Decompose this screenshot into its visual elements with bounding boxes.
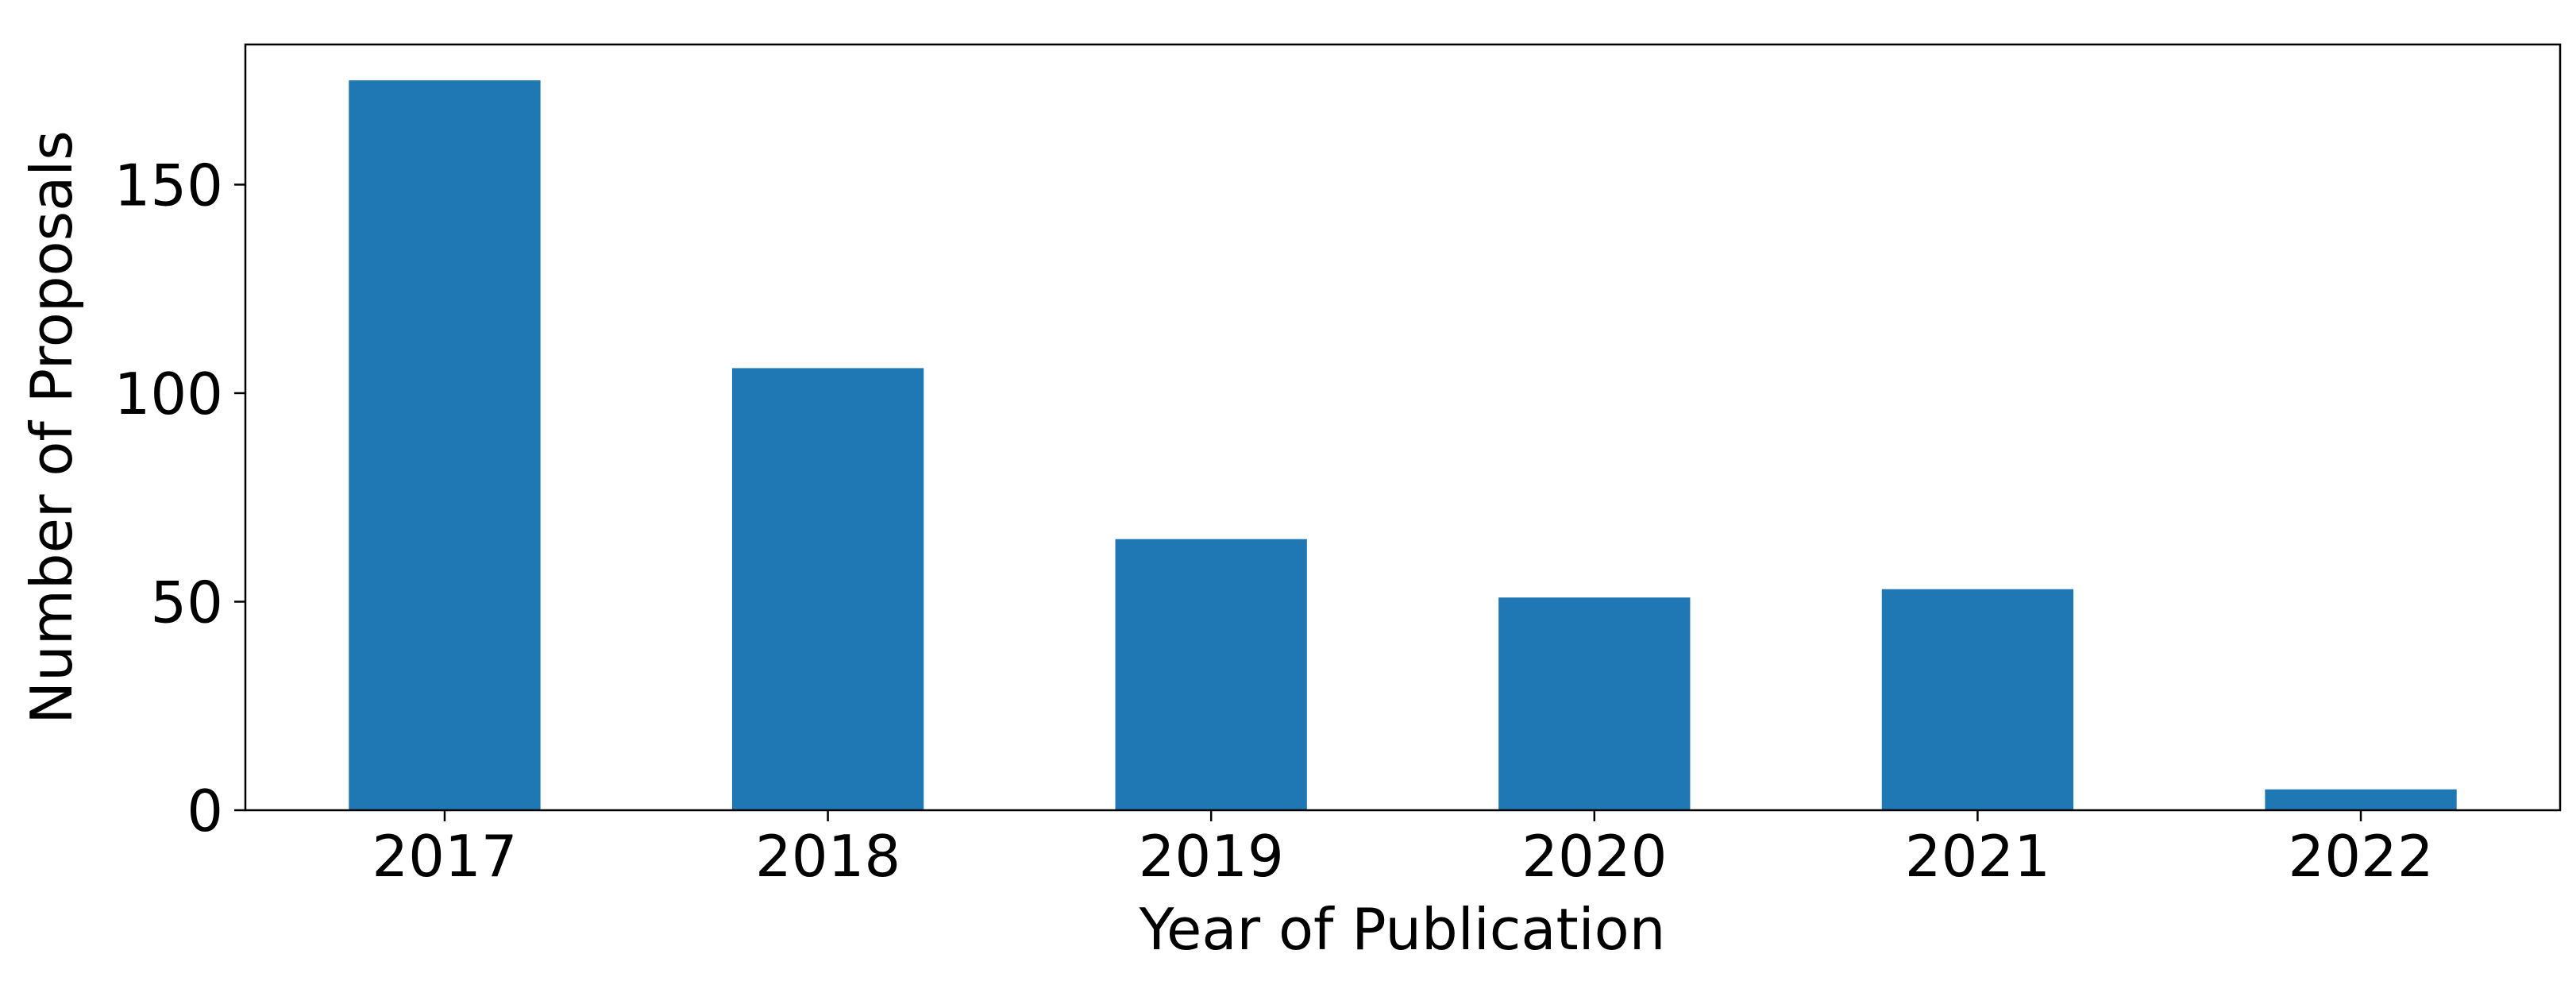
x-axis-label: Year of Publication	[1139, 896, 1666, 963]
y-tick-label: 100	[114, 361, 223, 427]
bar-2021	[1881, 589, 2074, 810]
plot-frame	[244, 43, 2562, 812]
x-tick-label: 2022	[2288, 823, 2433, 890]
x-tick-label: 2018	[755, 823, 900, 890]
x-tick-label: 2020	[1521, 823, 1667, 890]
bars-layer	[349, 80, 2457, 811]
x-tick-label: 2017	[372, 823, 517, 890]
bar-2020	[1498, 597, 1691, 810]
x-tick-label: 2019	[1139, 823, 1284, 890]
y-axis-ticks: 0 50 100 150	[114, 152, 245, 844]
x-axis-ticks: 2017 2018 2019 2020 2021 2022	[372, 810, 2434, 890]
y-axis-label: Number of Proposals	[18, 130, 85, 724]
x-tick-label: 2021	[1905, 823, 2050, 890]
y-tick-label: 50	[150, 569, 223, 635]
y-tick-label: 0	[187, 778, 223, 844]
y-tick-label: 150	[114, 152, 223, 218]
bar-2017	[349, 80, 541, 811]
bar-2022	[2265, 789, 2457, 810]
bar-2018	[731, 368, 924, 810]
bar-2019	[1115, 539, 1307, 810]
